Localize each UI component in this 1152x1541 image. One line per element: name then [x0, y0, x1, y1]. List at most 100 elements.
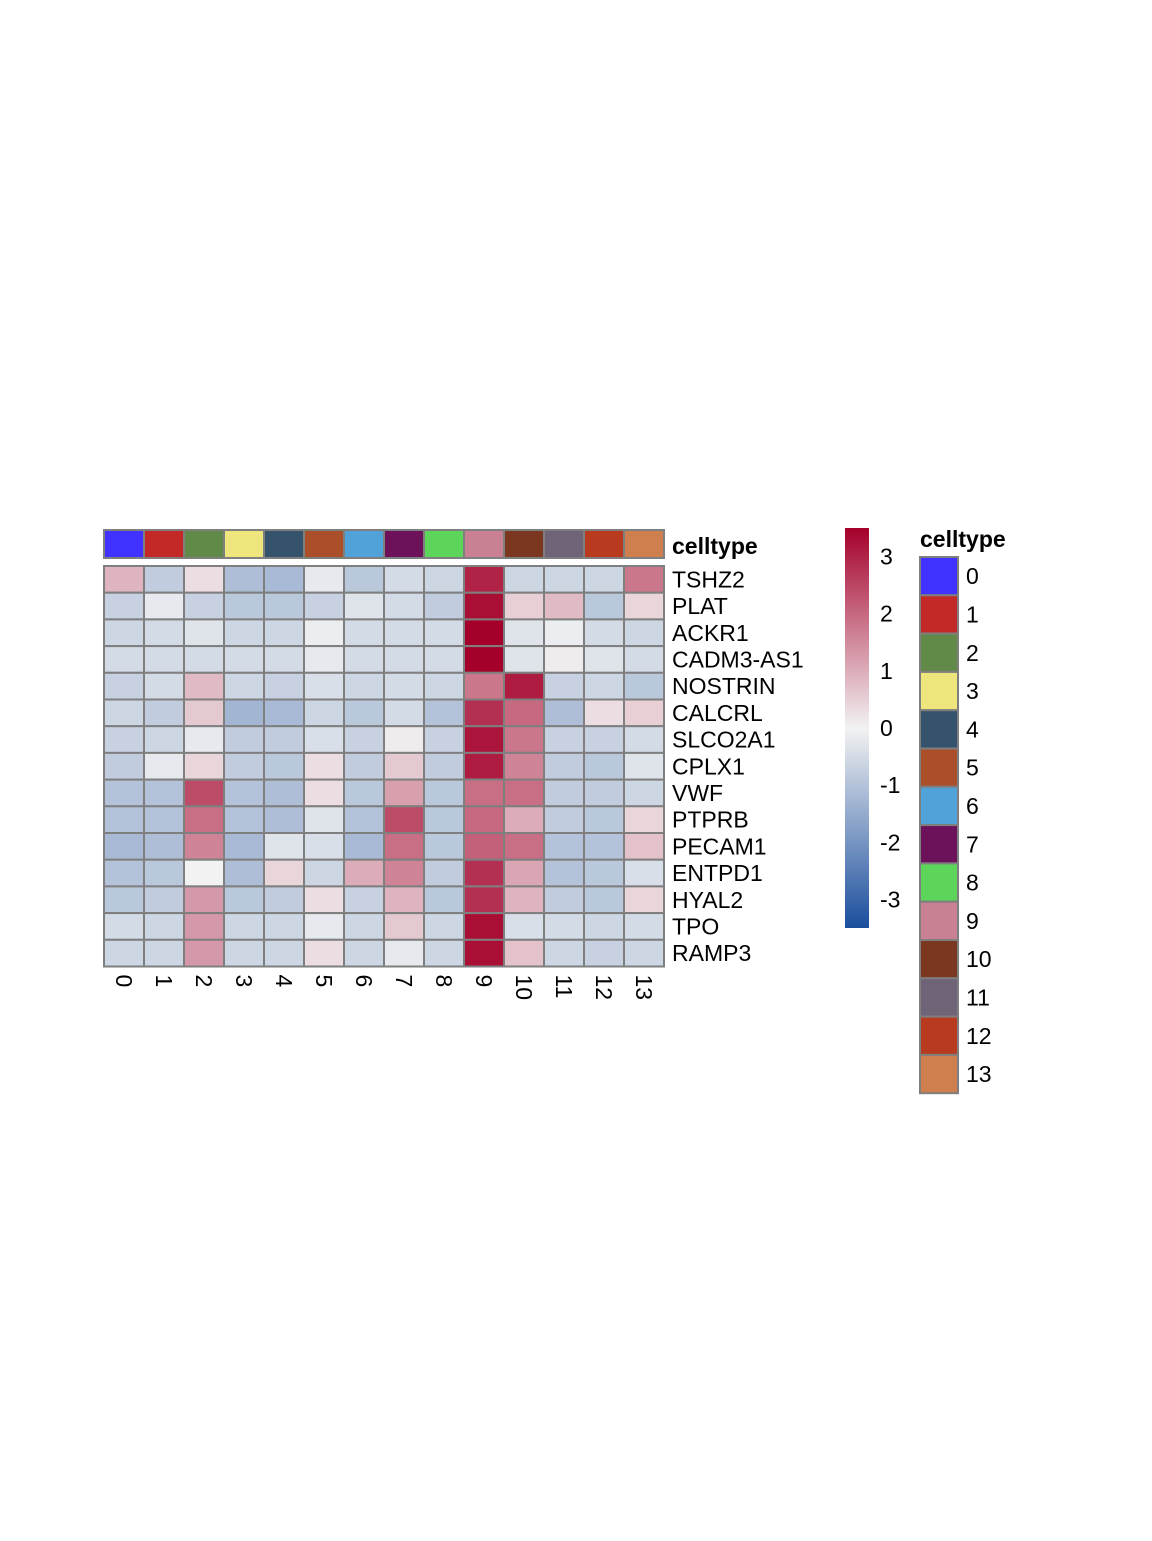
heatmap-cell	[623, 805, 665, 834]
annotation-cell	[383, 529, 425, 559]
heatmap-cell	[463, 885, 505, 915]
heatmap-cell	[223, 938, 265, 968]
heatmap-cell	[143, 618, 185, 648]
heatmap-cell	[143, 645, 185, 674]
heatmap-cell	[223, 858, 265, 888]
legend-label: 7	[966, 831, 979, 857]
heatmap-cell	[383, 645, 425, 674]
legend-label: 1	[966, 601, 979, 627]
annotation-cell	[543, 529, 585, 559]
heatmap-cell	[263, 858, 305, 888]
cluster-label: 11	[551, 975, 577, 999]
colorbar-tick-label: -2	[880, 829, 900, 855]
cluster-label: 4	[271, 975, 297, 988]
heatmap-cell	[223, 778, 265, 808]
gene-label: ENTPD1	[672, 860, 763, 886]
heatmap-cell	[343, 698, 385, 728]
heatmap-cell	[543, 805, 585, 834]
heatmap-cell	[343, 645, 385, 674]
heatmap-cell	[383, 751, 425, 781]
heatmap-cell	[383, 618, 425, 648]
heatmap-cell	[103, 671, 145, 701]
heatmap-cell	[583, 671, 625, 701]
heatmap-cell	[623, 645, 665, 674]
legend-swatch	[919, 632, 959, 673]
legend-swatch	[919, 747, 959, 788]
heatmap-cell	[383, 805, 425, 834]
heatmap-cell	[343, 751, 385, 781]
heatmap-cell	[423, 591, 465, 621]
heatmap-cell	[543, 565, 585, 594]
legend-label: 3	[966, 678, 979, 704]
heatmap-cell	[463, 938, 505, 968]
heatmap-cell	[583, 591, 625, 621]
cluster-label: 1	[151, 975, 177, 988]
colorbar-tick-label: 1	[880, 658, 893, 684]
heatmap-cell	[583, 751, 625, 781]
heatmap-cell	[263, 751, 305, 781]
heatmap-cell	[583, 698, 625, 728]
heatmap-cell	[543, 725, 585, 754]
gene-label: TPO	[672, 913, 719, 939]
gene-labels: TSHZ2PLATACKR1CADM3-AS1NOSTRINCALCRLSLCO…	[672, 566, 804, 966]
heatmap-cell	[103, 938, 145, 968]
heatmap-cell	[623, 725, 665, 754]
heatmap-cell	[543, 591, 585, 621]
heatmap-cell	[143, 938, 185, 968]
gene-label: VWF	[672, 780, 723, 806]
colorbar-gradient	[845, 528, 869, 928]
heatmap-cell	[103, 912, 145, 941]
legend-label: 2	[966, 640, 979, 666]
heatmap-cell	[183, 645, 225, 674]
heatmap-cell	[463, 618, 505, 648]
heatmap-cell	[423, 698, 465, 728]
cluster-label: 5	[311, 975, 337, 988]
heatmap-cell	[463, 912, 505, 941]
heatmap-cell	[503, 591, 545, 621]
heatmap-cell	[103, 618, 145, 648]
heatmap-cell	[623, 751, 665, 781]
legend-swatch	[919, 556, 959, 597]
legend-swatch	[919, 862, 959, 903]
heatmap-cell	[503, 885, 545, 915]
gene-label: PECAM1	[672, 833, 767, 859]
heatmap-cell	[383, 938, 425, 968]
heatmap-cell	[463, 591, 505, 621]
heatmap-cell	[223, 591, 265, 621]
annotation-cell	[143, 529, 185, 559]
heatmap-cell	[303, 805, 345, 834]
heatmap-cell	[263, 805, 305, 834]
heatmap-cell	[143, 885, 185, 915]
gene-label: HYAL2	[672, 887, 743, 913]
cluster-label: 0	[111, 975, 137, 988]
heatmap-cell	[303, 698, 345, 728]
annotation-cell	[183, 529, 225, 559]
heatmap-cell	[543, 751, 585, 781]
heatmap-cell	[183, 751, 225, 781]
heatmap-cell	[503, 645, 545, 674]
heatmap-cell	[343, 591, 385, 621]
heatmap-cell	[423, 805, 465, 834]
heatmap-cell	[143, 725, 185, 754]
colorbar-tick-label: 3	[880, 544, 893, 570]
heatmap-cell	[263, 618, 305, 648]
heatmap-cell	[423, 618, 465, 648]
heatmap-cell	[543, 885, 585, 915]
heatmap-cell	[303, 671, 345, 701]
cluster-label: 3	[231, 975, 257, 988]
heatmap-cell	[423, 858, 465, 888]
heatmap-cell	[223, 832, 265, 861]
heatmap-cell	[223, 618, 265, 648]
heatmap-cell	[343, 885, 385, 915]
heatmap-cell	[383, 832, 425, 861]
heatmap-cell	[263, 885, 305, 915]
heatmap-cell	[183, 938, 225, 968]
heatmap-cell	[183, 832, 225, 861]
heatmap-cell	[183, 858, 225, 888]
colorbar	[845, 528, 869, 928]
heatmap-cell	[463, 698, 505, 728]
heatmap-cell	[463, 645, 505, 674]
